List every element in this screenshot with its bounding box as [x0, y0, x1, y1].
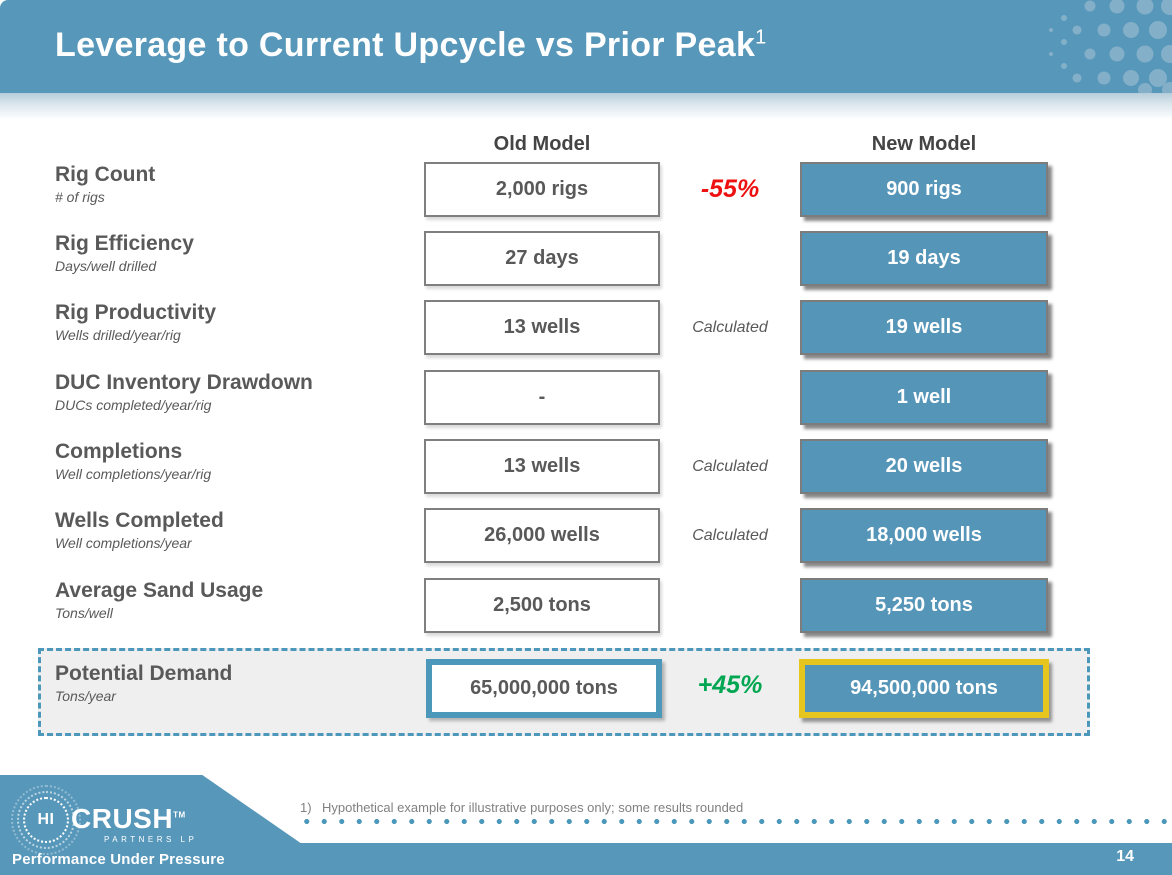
logo-word-hi: HI	[37, 811, 55, 828]
new-model-value: 94,500,000 tons	[799, 659, 1049, 718]
row-subtitle: Tons/year	[55, 688, 116, 705]
footnote-marker: 1)	[300, 800, 312, 815]
old-model-column-header: Old Model	[493, 133, 591, 155]
old-model-value: 13 wells	[424, 300, 660, 355]
header-banner	[0, 0, 1172, 93]
old-model-value: 2,500 tons	[424, 578, 660, 633]
page-title: Leverage to Current Upcycle vs Prior Pea…	[55, 26, 767, 65]
new-model-value: 900 rigs	[800, 162, 1048, 217]
logo-subtitle: PARTNERS LP	[104, 835, 198, 844]
delta-value: -55%	[700, 175, 760, 203]
row-title: DUC Inventory Drawdown	[55, 371, 313, 394]
delta-value: Calculated	[692, 318, 768, 336]
new-model-value: 20 wells	[800, 439, 1048, 494]
new-model-column-header: New Model	[871, 133, 977, 155]
row-label: Potential Demand Tons/year	[55, 662, 415, 704]
logo-circle-icon: HI	[23, 797, 69, 843]
old-model-value: 2,000 rigs	[424, 162, 660, 217]
company-logo: HI CRUSHTM PARTNERS LP Performance Under…	[0, 775, 302, 875]
row-label: Rig Productivity Wells drilled/year/rig	[55, 301, 415, 343]
delta-value: Calculated	[692, 457, 768, 475]
row-title: Potential Demand	[55, 662, 233, 685]
trademark-symbol: TM	[173, 810, 186, 820]
new-model-value: 1 well	[800, 370, 1048, 425]
old-model-value: 26,000 wells	[424, 508, 660, 563]
new-model-value: 5,250 tons	[800, 578, 1048, 633]
footnote-text: Hypothetical example for illustrative pu…	[322, 800, 744, 815]
row-label: Wells Completed Well completions/year	[55, 509, 415, 551]
row-subtitle: Tons/well	[55, 605, 113, 622]
row-subtitle: Well completions/year/rig	[55, 466, 212, 483]
row-title: Completions	[55, 440, 183, 463]
delta-value: +45%	[697, 670, 763, 699]
footer-bar	[0, 843, 1172, 875]
row-subtitle: # of rigs	[55, 189, 105, 206]
footnote: 1) Hypothetical example for illustrative …	[300, 800, 743, 815]
old-model-value: -	[424, 370, 660, 425]
row-label: Rig Efficiency Days/well drilled	[55, 232, 415, 274]
new-model-value: 18,000 wells	[800, 508, 1048, 563]
old-model-value: 13 wells	[424, 439, 660, 494]
dotted-separator	[298, 818, 1172, 825]
row-label: DUC Inventory Drawdown DUCs completed/yea…	[55, 371, 415, 413]
row-subtitle: Well completions/year	[55, 535, 192, 552]
row-label: Rig Count # of rigs	[55, 163, 415, 205]
logo-tagline: Performance Under Pressure	[12, 851, 225, 868]
row-label: Completions Well completions/year/rig	[55, 440, 415, 482]
row-title: Wells Completed	[55, 509, 224, 532]
row-subtitle: DUCs completed/year/rig	[55, 397, 212, 414]
logo-word-crush-text: CRUSH	[71, 803, 174, 834]
title-footnote-superscript: 1	[755, 26, 767, 49]
row-subtitle: Wells drilled/year/rig	[55, 327, 181, 344]
row-title: Rig Efficiency	[55, 232, 194, 255]
row-title: Rig Productivity	[55, 301, 217, 324]
new-model-value: 19 days	[800, 231, 1048, 286]
row-title: Average Sand Usage	[55, 579, 264, 602]
old-model-value: 27 days	[424, 231, 660, 286]
new-model-value: 19 wells	[800, 300, 1048, 355]
page-title-text: Leverage to Current Upcycle vs Prior Pea…	[55, 26, 756, 64]
logo-word-crush: CRUSHTM	[71, 803, 186, 835]
row-label: Average Sand Usage Tons/well	[55, 579, 415, 621]
delta-value: Calculated	[692, 526, 768, 544]
header-banner-fade	[0, 93, 1172, 119]
logo-dot-halo	[17, 791, 75, 849]
old-model-value: 65,000,000 tons	[426, 659, 662, 718]
row-title: Rig Count	[55, 163, 156, 186]
logo-dot-halo-outer	[11, 785, 81, 855]
page-number: 14	[1116, 848, 1134, 865]
row-subtitle: Days/well drilled	[55, 258, 157, 275]
dot-pattern-decoration	[1049, 0, 1172, 93]
